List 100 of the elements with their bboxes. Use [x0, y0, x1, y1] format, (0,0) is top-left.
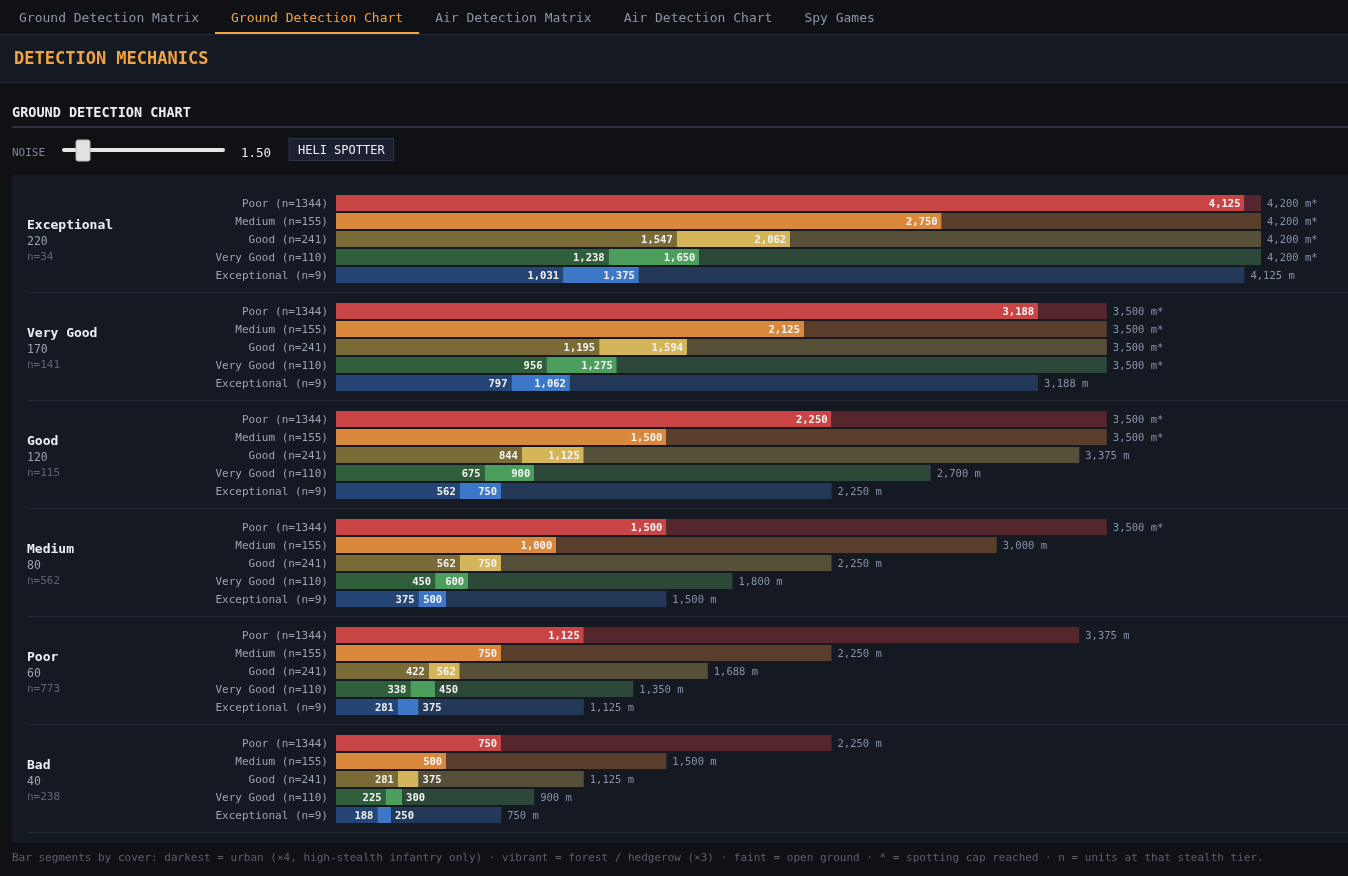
annotation: 450 [439, 683, 459, 695]
bar [336, 519, 667, 535]
bar [391, 807, 502, 823]
bar [385, 789, 403, 805]
bar [410, 681, 436, 697]
total-label: 2,700 m [936, 467, 981, 479]
bar [397, 771, 419, 787]
text: DETECTION MECHANICS [14, 48, 209, 68]
annotation: 375 [422, 773, 442, 785]
y-tick-label: Poor (n=1344) [241, 736, 328, 750]
bar [336, 555, 460, 571]
bar [336, 753, 447, 769]
bar [336, 771, 398, 787]
total-label: 4,125 m [1250, 269, 1295, 281]
total-label: 1,800 m [738, 575, 783, 587]
bar [336, 375, 512, 391]
bar [1038, 303, 1107, 319]
total-label: 3,500 m* [1112, 341, 1164, 353]
text: n=562 [27, 573, 61, 587]
total-label: 2,250 m [837, 737, 882, 749]
y-tick-label: Good (n=241) [248, 772, 328, 786]
y-tick-label: Medium (n=155) [235, 646, 328, 660]
y-tick-label: Good (n=241) [248, 556, 328, 570]
bar [583, 627, 1080, 643]
y-tick-label: Poor (n=1344) [241, 304, 328, 318]
data-label: 2,750 [906, 215, 938, 227]
data-label: 281 [374, 773, 394, 785]
bar [804, 321, 1107, 337]
text: 1.50 [241, 144, 272, 160]
data-label: 1,000 [520, 539, 553, 551]
bar [687, 339, 1107, 355]
y-tick-label: Exceptional (n=9) [215, 268, 328, 282]
annotation: 500 [423, 593, 443, 605]
bar [336, 681, 411, 697]
bar [336, 339, 600, 355]
data-label: 422 [405, 665, 425, 677]
y-tick-label: Poor (n=1344) [241, 412, 328, 426]
total-label: 4,200 m* [1267, 251, 1318, 263]
bar [336, 483, 460, 499]
data-label: 750 [478, 647, 498, 659]
y-tick-label: Medium (n=155) [235, 322, 328, 336]
data-label: 562 [436, 485, 456, 497]
total-label: 4,200 m* [1267, 197, 1318, 209]
text: 60 [27, 666, 41, 680]
total-label: 4,200 m* [1267, 233, 1318, 245]
bar [666, 519, 1107, 535]
y-tick-label: Good (n=241) [248, 664, 328, 678]
bar [336, 537, 557, 553]
text: n=238 [27, 789, 61, 803]
total-label: 1,500 m [672, 755, 717, 767]
text: Good [27, 432, 59, 448]
bar [336, 735, 502, 751]
bar [831, 411, 1107, 427]
data-label: 956 [523, 359, 543, 371]
annotation: 1,650 [663, 251, 696, 263]
text: n=141 [27, 357, 61, 371]
bar [534, 465, 931, 481]
text: Ground Detection Chart [231, 9, 404, 25]
bar [459, 663, 708, 679]
text: Poor [27, 648, 59, 664]
y-tick-label: Good (n=241) [248, 232, 328, 246]
total-label: 2,250 m [837, 557, 882, 569]
text: GROUND DETECTION CHART [12, 104, 191, 120]
bar [336, 195, 1245, 211]
y-tick-label: Exceptional (n=9) [215, 808, 328, 822]
total-label: 3,000 m [1002, 539, 1047, 551]
data-label: 1,547 [641, 233, 673, 245]
bar [941, 213, 1261, 229]
y-tick-label: Medium (n=155) [235, 430, 328, 444]
annotation: 600 [445, 575, 465, 587]
y-tick-label: Very Good (n=110) [215, 574, 328, 588]
total-label: 1,500 m [672, 593, 717, 605]
text: 40 [27, 774, 41, 788]
data-label: 1,238 [573, 251, 605, 263]
total-label: 3,500 m* [1112, 323, 1164, 335]
data-label: 2,250 [795, 413, 828, 425]
text: Bar segments by cover: darkest = urban (×4, high-stealth infantry only) · vibrant = forest / hedgerow (×3) · faint = open ground · * = spotting cap reached · n = units at that stealth tier. [12, 850, 1264, 864]
annotation: 1,594 [651, 341, 684, 353]
annotation: 250 [395, 809, 415, 821]
bar [468, 573, 733, 589]
bar [402, 789, 535, 805]
text: n=115 [27, 465, 61, 479]
annotation: 750 [478, 485, 498, 497]
text: 170 [27, 342, 48, 356]
y-tick-label: Exceptional (n=9) [215, 700, 328, 714]
y-tick-label: Poor (n=1344) [241, 628, 328, 642]
text: 220 [27, 234, 48, 248]
bar [676, 231, 791, 247]
bar [501, 483, 832, 499]
text: n=773 [27, 681, 61, 695]
bar [336, 645, 502, 661]
y-tick-label: Poor (n=1344) [241, 520, 328, 534]
bar [446, 591, 667, 607]
bar [699, 249, 1261, 265]
y-tick-label: Good (n=241) [248, 340, 328, 354]
bar [501, 735, 832, 751]
y-tick-label: Medium (n=155) [235, 214, 328, 228]
bar [336, 429, 667, 445]
bar [583, 447, 1080, 463]
text: 80 [27, 558, 41, 572]
